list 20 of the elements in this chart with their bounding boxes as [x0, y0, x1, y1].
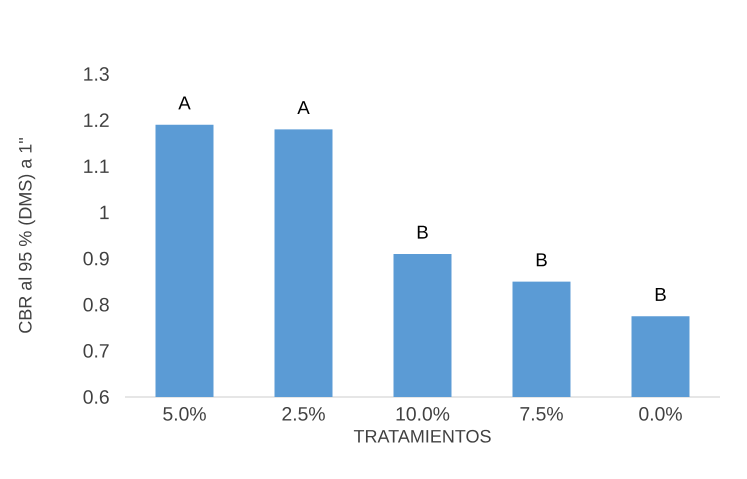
- x-tick-label: 0.0%: [639, 407, 682, 421]
- y-tick-label: 1.3: [84, 67, 109, 81]
- y-tick-label: 0.9: [84, 252, 109, 266]
- y-tick-label: 0.6: [84, 390, 109, 404]
- x-axis-title: TRATAMIENTOS: [354, 430, 491, 443]
- y-axis-title: CBR al 95 % (DMS) a 1": [18, 138, 36, 333]
- y-tick-label: 0.8: [84, 298, 109, 312]
- annotation: B: [536, 253, 547, 266]
- y-tick-label: 0.7: [84, 344, 109, 358]
- x-tick-label: 2.5%: [282, 407, 325, 421]
- annotation: B: [418, 226, 428, 239]
- y-tick-label: 1: [100, 206, 109, 220]
- y-tick-label: 1.1: [84, 160, 109, 173]
- annotation: B: [656, 288, 666, 301]
- annotation: A: [297, 101, 310, 114]
- x-tick-label: 5.0%: [163, 407, 206, 421]
- x-tick-label: 7.5%: [520, 407, 563, 421]
- annotation: A: [178, 96, 191, 110]
- y-tick-label: 1.2: [84, 113, 109, 127]
- x-tick-label: 10.0%: [396, 407, 450, 421]
